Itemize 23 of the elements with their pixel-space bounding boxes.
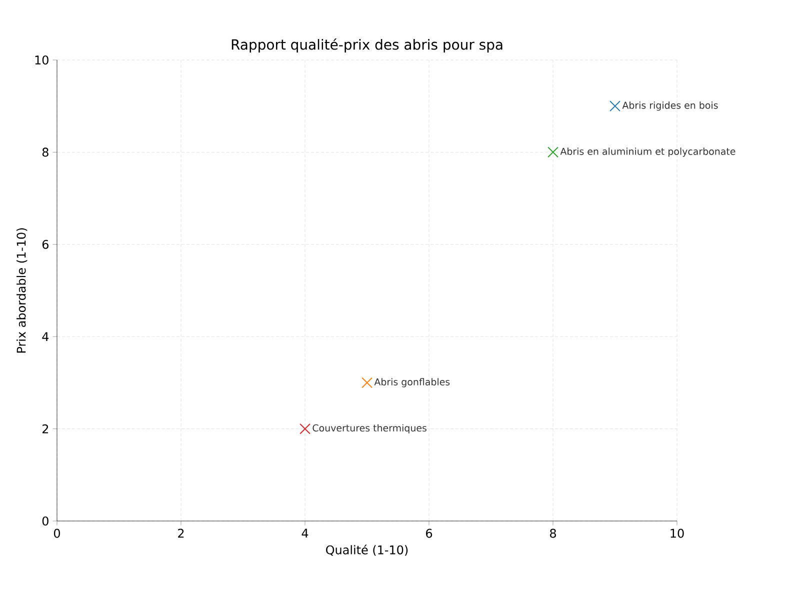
- point: [610, 100, 620, 112]
- series-label: Abris gonflables: [374, 378, 450, 388]
- series-label: Abris en aluminium et polycarbonate: [560, 148, 736, 157]
- x-tick-label: 8: [550, 528, 556, 538]
- y-tick-label: 2: [42, 424, 48, 434]
- x-tick-label: 6: [426, 528, 432, 538]
- x-tick-label: 4: [302, 528, 308, 538]
- y-tick-label: 8: [42, 148, 48, 157]
- series-label: Abris rigides en bois: [622, 102, 718, 111]
- y-tick-label: 6: [42, 240, 48, 249]
- x-tick-label: 0: [54, 528, 60, 538]
- x-tick-label: 2: [178, 528, 184, 538]
- x-axis-title: Qualité (1-10): [326, 544, 408, 556]
- y-axis-title: Prix abordable (1-10): [16, 228, 28, 353]
- point: [300, 423, 310, 434]
- y-tick-label: 4: [42, 332, 49, 341]
- chart-title: Rapport qualité-prix des abris pour spa: [232, 38, 502, 52]
- y-tick-label: 10: [35, 55, 48, 65]
- point: [548, 146, 558, 158]
- point: [362, 377, 372, 388]
- x-tick-label: 10: [670, 528, 684, 538]
- series-label: Couvertures thermiques: [312, 424, 426, 434]
- y-tick-label: 0: [42, 516, 48, 526]
